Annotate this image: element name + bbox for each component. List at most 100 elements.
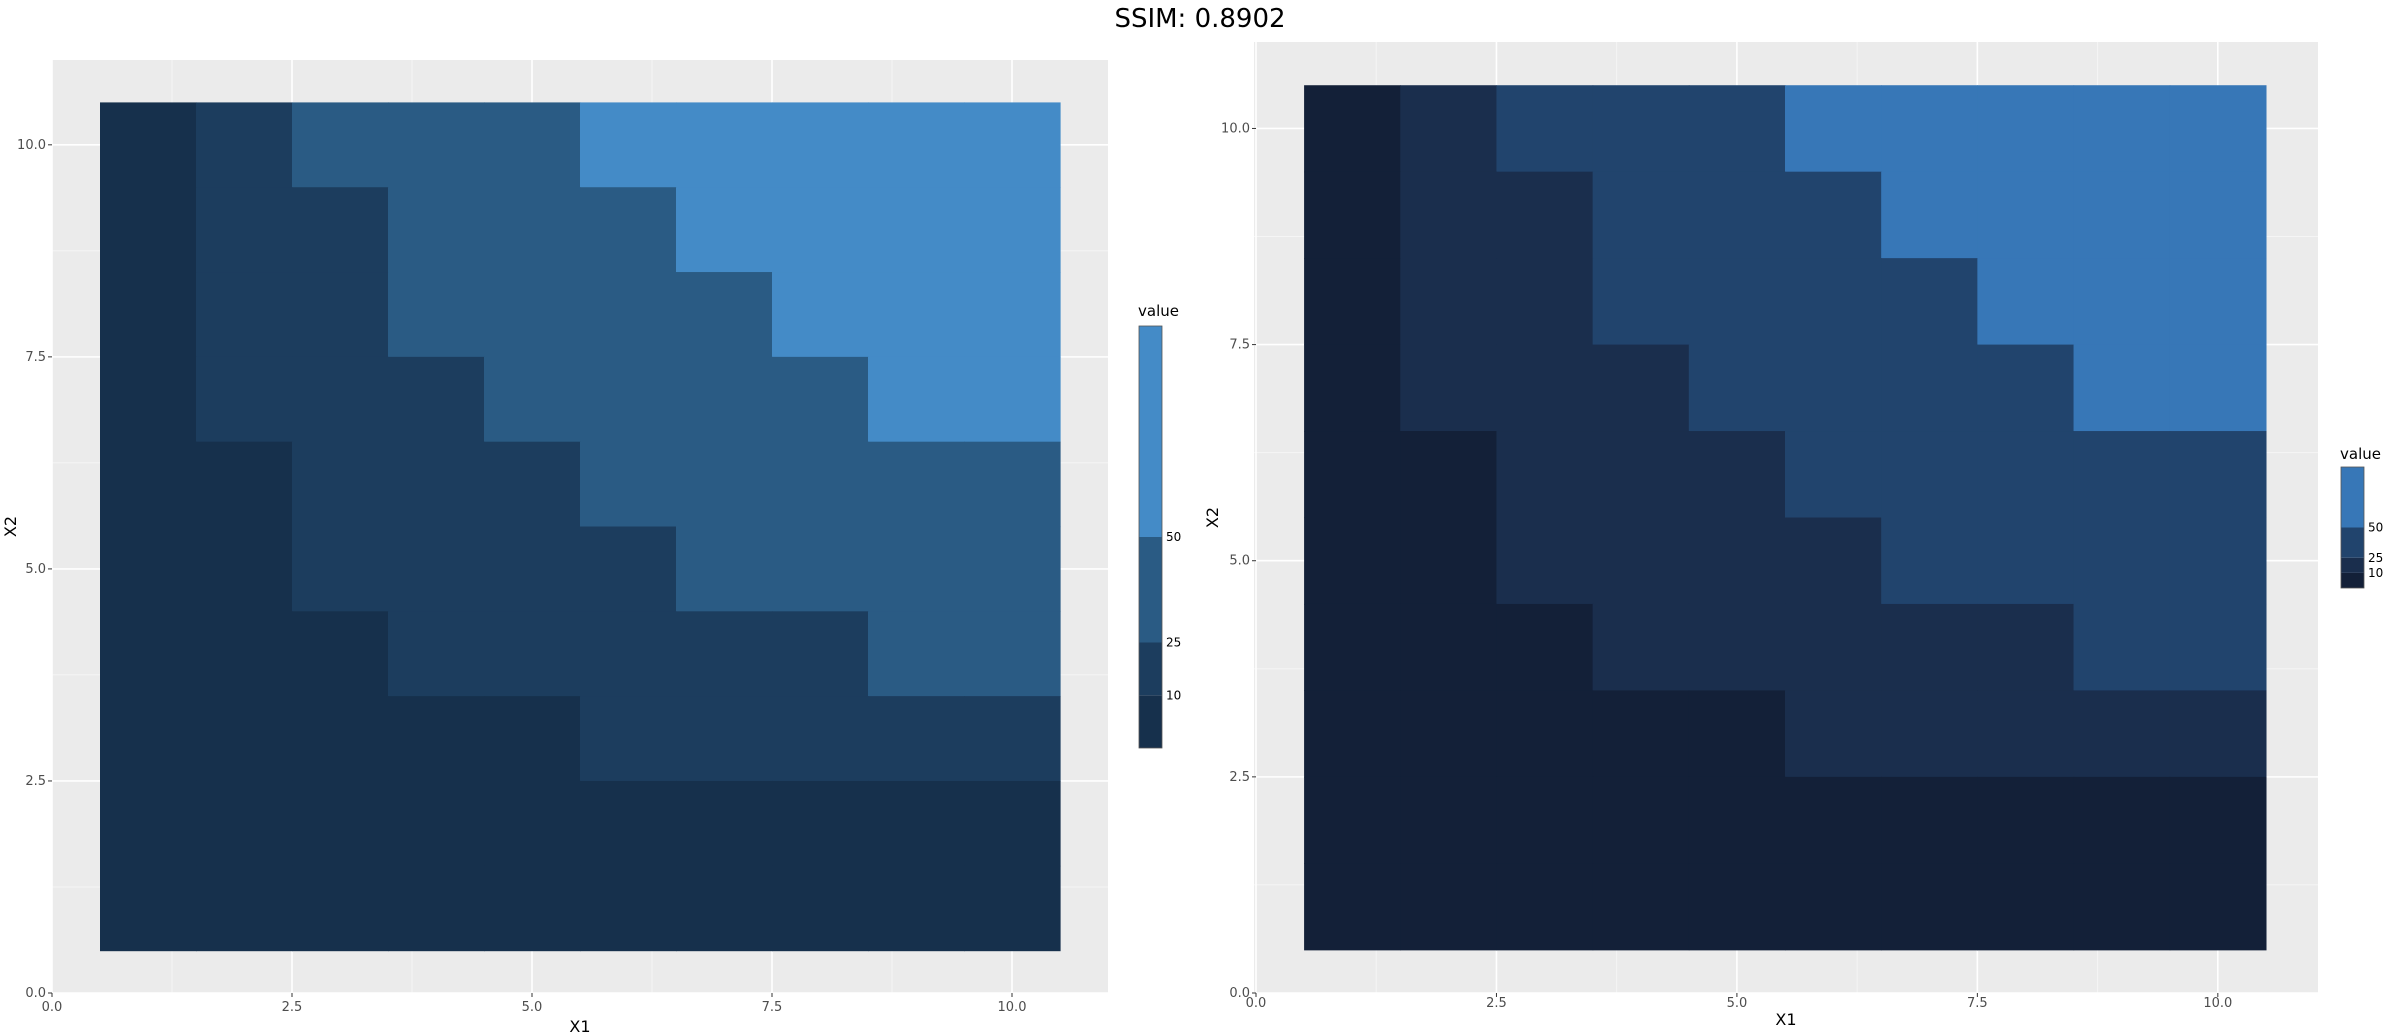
heatmap-tile [1592, 863, 1690, 951]
heatmap-tile [868, 696, 965, 782]
heatmap-tile [292, 696, 389, 782]
heatmap-tile [1304, 85, 1401, 173]
heatmap-tile [2073, 603, 2171, 692]
heatmap-tile [676, 865, 773, 952]
legend-color-bin [1139, 326, 1162, 537]
heatmap-tile [772, 865, 869, 952]
heatmap-tile [1400, 863, 1498, 951]
heatmap-tile [100, 272, 197, 358]
heatmap-tile [1785, 776, 1882, 864]
y-tick-label: 10.0 [17, 138, 46, 153]
heatmap-tile [388, 865, 485, 952]
heatmap-tile [1592, 776, 1690, 864]
x-tick-label: 7.5 [762, 1000, 783, 1015]
heatmap-tile [1881, 258, 1978, 346]
heatmap-tile [868, 526, 965, 612]
heatmap-tile [1496, 344, 1594, 432]
y-tick-label: 7.5 [25, 350, 46, 365]
heatmap-tile [1496, 171, 1594, 259]
heatmap-tile [580, 780, 677, 867]
heatmap-tile [2073, 171, 2171, 259]
heatmap-tile [388, 611, 485, 697]
heatmap-tile [1785, 690, 1882, 778]
heatmap-tile [772, 696, 869, 782]
heatmap-tile [388, 102, 485, 188]
heatmap-tile [2073, 431, 2171, 519]
heatmap-tile [1881, 517, 1978, 605]
heatmap-tile [1977, 258, 2075, 346]
heatmap-tile [292, 780, 389, 867]
heatmap-tile [1400, 258, 1498, 346]
y-axis-title: X2 [1, 516, 20, 537]
heatmap-tile [100, 356, 197, 443]
heatmap-tile [1304, 603, 1401, 692]
y-tick-label: 0.0 [1229, 986, 1250, 1001]
heatmap-tile [1785, 171, 1882, 259]
legend-color-bin [1139, 695, 1162, 748]
legend-break-label: 25 [1166, 636, 1181, 650]
heatmap-tile [1688, 85, 1786, 173]
heatmap-tile [580, 102, 677, 188]
heatmap-tile [1304, 258, 1401, 346]
y-tick-label: 10.0 [1221, 121, 1250, 136]
heatmap-tile [1592, 431, 1690, 519]
heatmap-tile [964, 780, 1061, 867]
heatmap-tile [196, 356, 293, 443]
heatmap-tile [868, 611, 965, 697]
heatmap-tile [1304, 863, 1401, 951]
heatmap-tile [868, 356, 965, 443]
legend-color-bin [2341, 557, 2364, 573]
heatmap-tile [580, 441, 677, 528]
heatmap-tile [388, 187, 485, 273]
heatmap-tile [1977, 776, 2075, 864]
heatmap-tile [580, 187, 677, 273]
heatmap-tile [196, 865, 293, 952]
heatmap-tile [2073, 517, 2171, 605]
heatmap-tile [964, 272, 1061, 358]
heatmap-tile [100, 526, 197, 612]
heatmap-tile [1400, 171, 1498, 259]
heatmap-tile [1400, 431, 1498, 519]
heatmap-tile [580, 356, 677, 443]
heatmap-tile [1785, 603, 1882, 692]
heatmap-tile [1304, 517, 1401, 605]
heatmap-tile [1785, 863, 1882, 951]
heatmap-tile [580, 272, 677, 358]
heatmap-tile [676, 611, 773, 697]
heatmap-tile [964, 611, 1061, 697]
heatmap-tile [484, 187, 581, 273]
heatmap-tile [964, 441, 1061, 528]
legend-break-label: 50 [2368, 521, 2383, 535]
heatmap-tile [388, 696, 485, 782]
y-tick-label: 2.5 [1229, 770, 1250, 785]
heatmap-tile [1400, 344, 1498, 432]
heatmap-tile [676, 441, 773, 528]
heatmap-tile [2169, 603, 2267, 692]
x-tick-label: 2.5 [1486, 996, 1507, 1011]
y-tick-label: 2.5 [25, 774, 46, 789]
heatmap-tile [1496, 776, 1594, 864]
heatmap-tile [2073, 863, 2171, 951]
heatmap-tile [484, 356, 581, 443]
heatmap-tile [196, 187, 293, 273]
heatmap-tile [292, 441, 389, 528]
legend-color-bin [1139, 642, 1162, 696]
heatmap-tile [292, 272, 389, 358]
heatmap-tile [772, 187, 869, 273]
heatmap-tile [2169, 85, 2267, 173]
heatmap-tile [1304, 171, 1401, 259]
heatmap-tile [1977, 517, 2075, 605]
x-tick-label: 5.0 [1727, 996, 1748, 1011]
heatmap-tile [1785, 517, 1882, 605]
heatmap-tile [580, 865, 677, 952]
heatmap-tile [2169, 258, 2267, 346]
heatmap-tile [484, 696, 581, 782]
legend-break-label: 10 [2368, 566, 2383, 580]
heatmap-tile [1496, 85, 1594, 173]
heatmap-tile [100, 611, 197, 697]
heatmap-tile [2169, 863, 2267, 951]
heatmap-tile [2169, 690, 2267, 778]
heatmap-tile [1304, 690, 1401, 778]
heatmap-tile [964, 187, 1061, 273]
heatmap-tile [868, 865, 965, 952]
